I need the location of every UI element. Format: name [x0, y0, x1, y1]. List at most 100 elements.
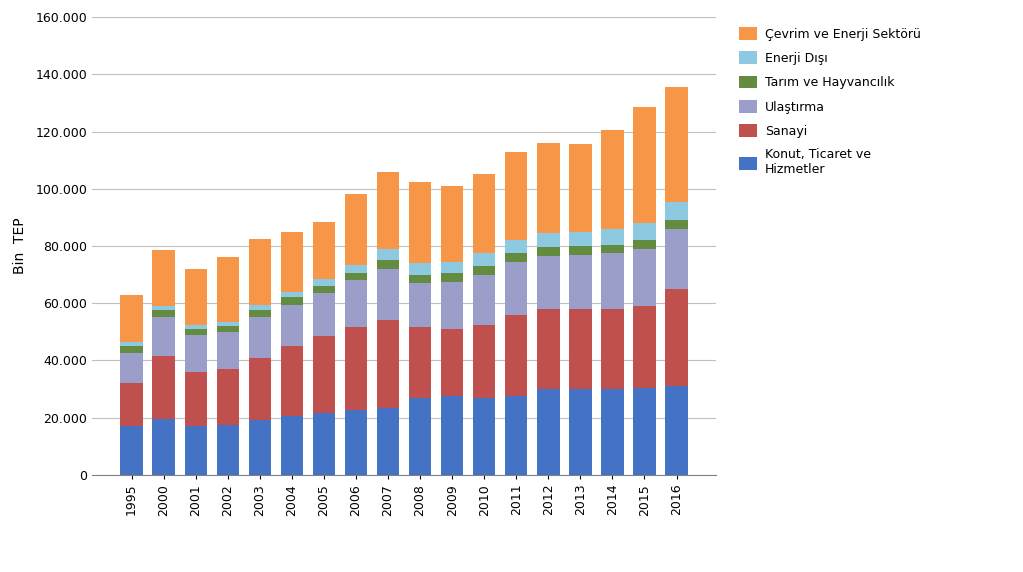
Bar	[505, 396, 528, 475]
Bar	[184, 335, 207, 372]
Bar	[441, 329, 463, 396]
Bar	[313, 286, 336, 293]
Bar	[184, 426, 207, 475]
Bar	[280, 232, 303, 292]
Bar	[473, 398, 495, 475]
Bar	[376, 260, 399, 269]
Bar	[121, 346, 143, 353]
Bar	[602, 389, 624, 475]
Bar	[537, 143, 560, 233]
Bar	[184, 269, 207, 324]
Bar	[473, 275, 495, 324]
Bar	[313, 293, 336, 336]
Bar	[121, 295, 143, 341]
Bar	[249, 310, 271, 317]
Bar	[152, 419, 175, 475]
Legend: Çevrim ve Enerji Sektörü, Enerji Dışı, Tarım ve Hayvancılık, Ulaştırma, Sanayi, : Çevrim ve Enerji Sektörü, Enerji Dışı, T…	[735, 23, 925, 180]
Bar	[217, 369, 239, 424]
Bar	[569, 309, 591, 389]
Bar	[345, 280, 367, 327]
Bar	[313, 336, 336, 413]
Bar	[537, 389, 560, 475]
Bar	[152, 310, 175, 317]
Bar	[602, 245, 624, 253]
Bar	[569, 144, 591, 232]
Bar	[280, 297, 303, 304]
Bar	[665, 386, 687, 475]
Bar	[376, 407, 399, 475]
Bar	[184, 372, 207, 426]
Bar	[217, 257, 239, 321]
Bar	[602, 309, 624, 389]
Bar	[473, 253, 495, 266]
Bar	[217, 321, 239, 326]
Bar	[280, 346, 303, 416]
Bar	[537, 233, 560, 247]
Bar	[152, 306, 175, 310]
Bar	[569, 246, 591, 255]
Bar	[602, 229, 624, 245]
Bar	[409, 275, 432, 283]
Bar	[441, 186, 463, 261]
Bar	[633, 388, 656, 475]
Y-axis label: Bin  TEP: Bin TEP	[13, 218, 27, 274]
Bar	[121, 383, 143, 426]
Bar	[249, 420, 271, 475]
Bar	[633, 240, 656, 249]
Bar	[313, 221, 336, 279]
Bar	[249, 304, 271, 310]
Bar	[152, 317, 175, 356]
Bar	[665, 229, 687, 289]
Bar	[409, 181, 432, 263]
Bar	[409, 327, 432, 398]
Bar	[569, 389, 591, 475]
Bar	[345, 264, 367, 273]
Bar	[473, 266, 495, 275]
Bar	[345, 411, 367, 475]
Bar	[376, 269, 399, 320]
Bar	[505, 240, 528, 253]
Bar	[569, 232, 591, 246]
Bar	[537, 247, 560, 256]
Bar	[345, 327, 367, 411]
Bar	[409, 283, 432, 327]
Bar	[505, 253, 528, 261]
Bar	[633, 223, 656, 240]
Bar	[665, 220, 687, 229]
Bar	[537, 256, 560, 309]
Bar	[345, 273, 367, 280]
Bar	[665, 88, 687, 202]
Bar	[505, 261, 528, 315]
Bar	[441, 262, 463, 273]
Bar	[633, 249, 656, 306]
Bar	[313, 413, 336, 475]
Bar	[409, 263, 432, 275]
Bar	[345, 194, 367, 264]
Bar	[633, 306, 656, 388]
Bar	[121, 426, 143, 475]
Bar	[121, 341, 143, 346]
Bar	[569, 255, 591, 309]
Bar	[121, 353, 143, 383]
Bar	[505, 315, 528, 396]
Bar	[473, 174, 495, 253]
Bar	[249, 239, 271, 304]
Bar	[184, 324, 207, 329]
Bar	[473, 324, 495, 398]
Bar	[602, 130, 624, 229]
Bar	[152, 356, 175, 419]
Bar	[376, 172, 399, 249]
Bar	[249, 358, 271, 420]
Bar	[280, 304, 303, 346]
Bar	[505, 152, 528, 240]
Bar	[217, 332, 239, 369]
Bar	[376, 320, 399, 407]
Bar	[217, 424, 239, 475]
Bar	[280, 416, 303, 475]
Bar	[441, 273, 463, 281]
Bar	[376, 249, 399, 260]
Bar	[280, 292, 303, 297]
Bar	[633, 108, 656, 223]
Bar	[537, 309, 560, 389]
Bar	[217, 326, 239, 332]
